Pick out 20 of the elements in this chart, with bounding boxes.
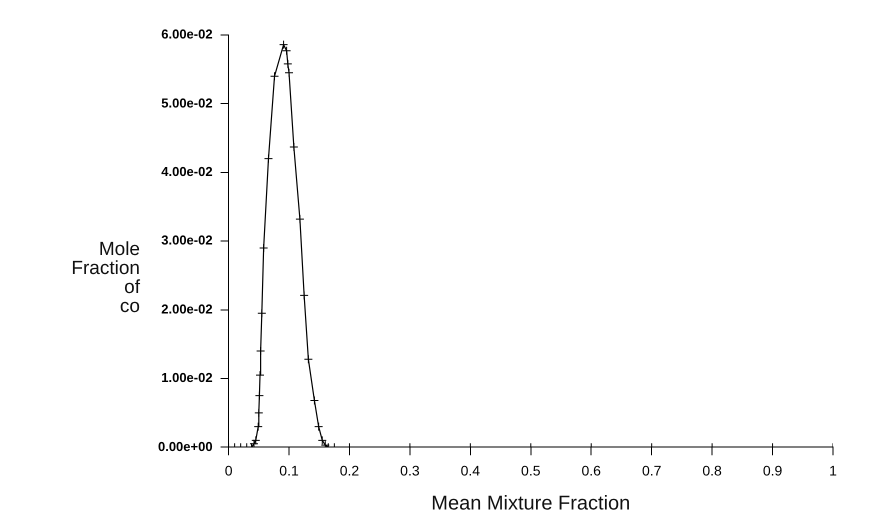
y-tick-label: 2.00e-02: [161, 301, 213, 316]
y-axis-title: Mole Fraction of co: [70, 239, 140, 317]
x-tick-label: 0.3: [400, 462, 420, 478]
x-tick-label: 0.5: [521, 462, 541, 478]
y-tick-label: 1.00e-02: [161, 370, 213, 386]
x-tick-label: 0.9: [762, 462, 782, 478]
x-tick-label: 0: [224, 462, 233, 478]
y-tick-label: 6.00e-02: [161, 26, 213, 42]
x-tick-label: 0.1: [279, 462, 299, 478]
y-tick-label: 3.00e-02: [161, 232, 213, 248]
x-tick-label: 0.7: [642, 462, 662, 478]
y-tick-label: 4.00e-02: [161, 164, 213, 179]
x-tick-label: 0.6: [582, 462, 602, 478]
x-tick-label: 0.4: [460, 462, 480, 478]
y-tick-label: 5.00e-02: [161, 95, 213, 110]
x-tick-label: 0.8: [702, 462, 722, 478]
y-tick-label: 0.00e+00: [158, 438, 213, 454]
x-tick-label: 0.2: [340, 462, 360, 478]
x-tick-label: 1: [829, 462, 838, 478]
x-axis-title: Mean Mixture Fraction: [431, 492, 630, 515]
